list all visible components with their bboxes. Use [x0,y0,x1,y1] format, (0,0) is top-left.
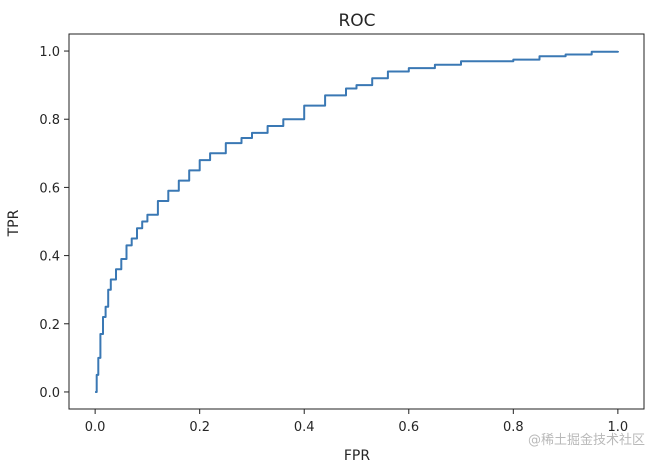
x-tick-label: 0.0 [85,420,106,435]
x-axis-label: FPR [344,448,370,464]
x-tick-label: 0.8 [503,420,524,435]
x-tick-label: 1.0 [608,420,629,435]
y-tick-label: 0.0 [39,386,60,401]
y-tick-label: 0.8 [39,113,60,128]
x-tick-label: 0.4 [294,420,315,435]
plot-area: 0.0 0.2 0.4 0.6 0.8 1.0 0.0 0.2 0.4 0.6 0.8 1.0 [39,33,645,435]
roc-curve-line [95,50,619,393]
y-tick-label: 0.2 [39,318,60,333]
chart-title: ROC [338,11,375,31]
y-tick-label: 0.6 [39,181,60,196]
x-tick-label: 0.6 [398,420,419,435]
y-tick-label: 0.4 [39,250,60,265]
y-axis-label: TPR [6,209,22,237]
plot-frame [68,33,645,410]
y-tick-label: 1.0 [39,45,60,60]
x-tick-label: 0.2 [189,420,210,435]
watermark: @稀土掘金技术社区 [527,433,645,448]
